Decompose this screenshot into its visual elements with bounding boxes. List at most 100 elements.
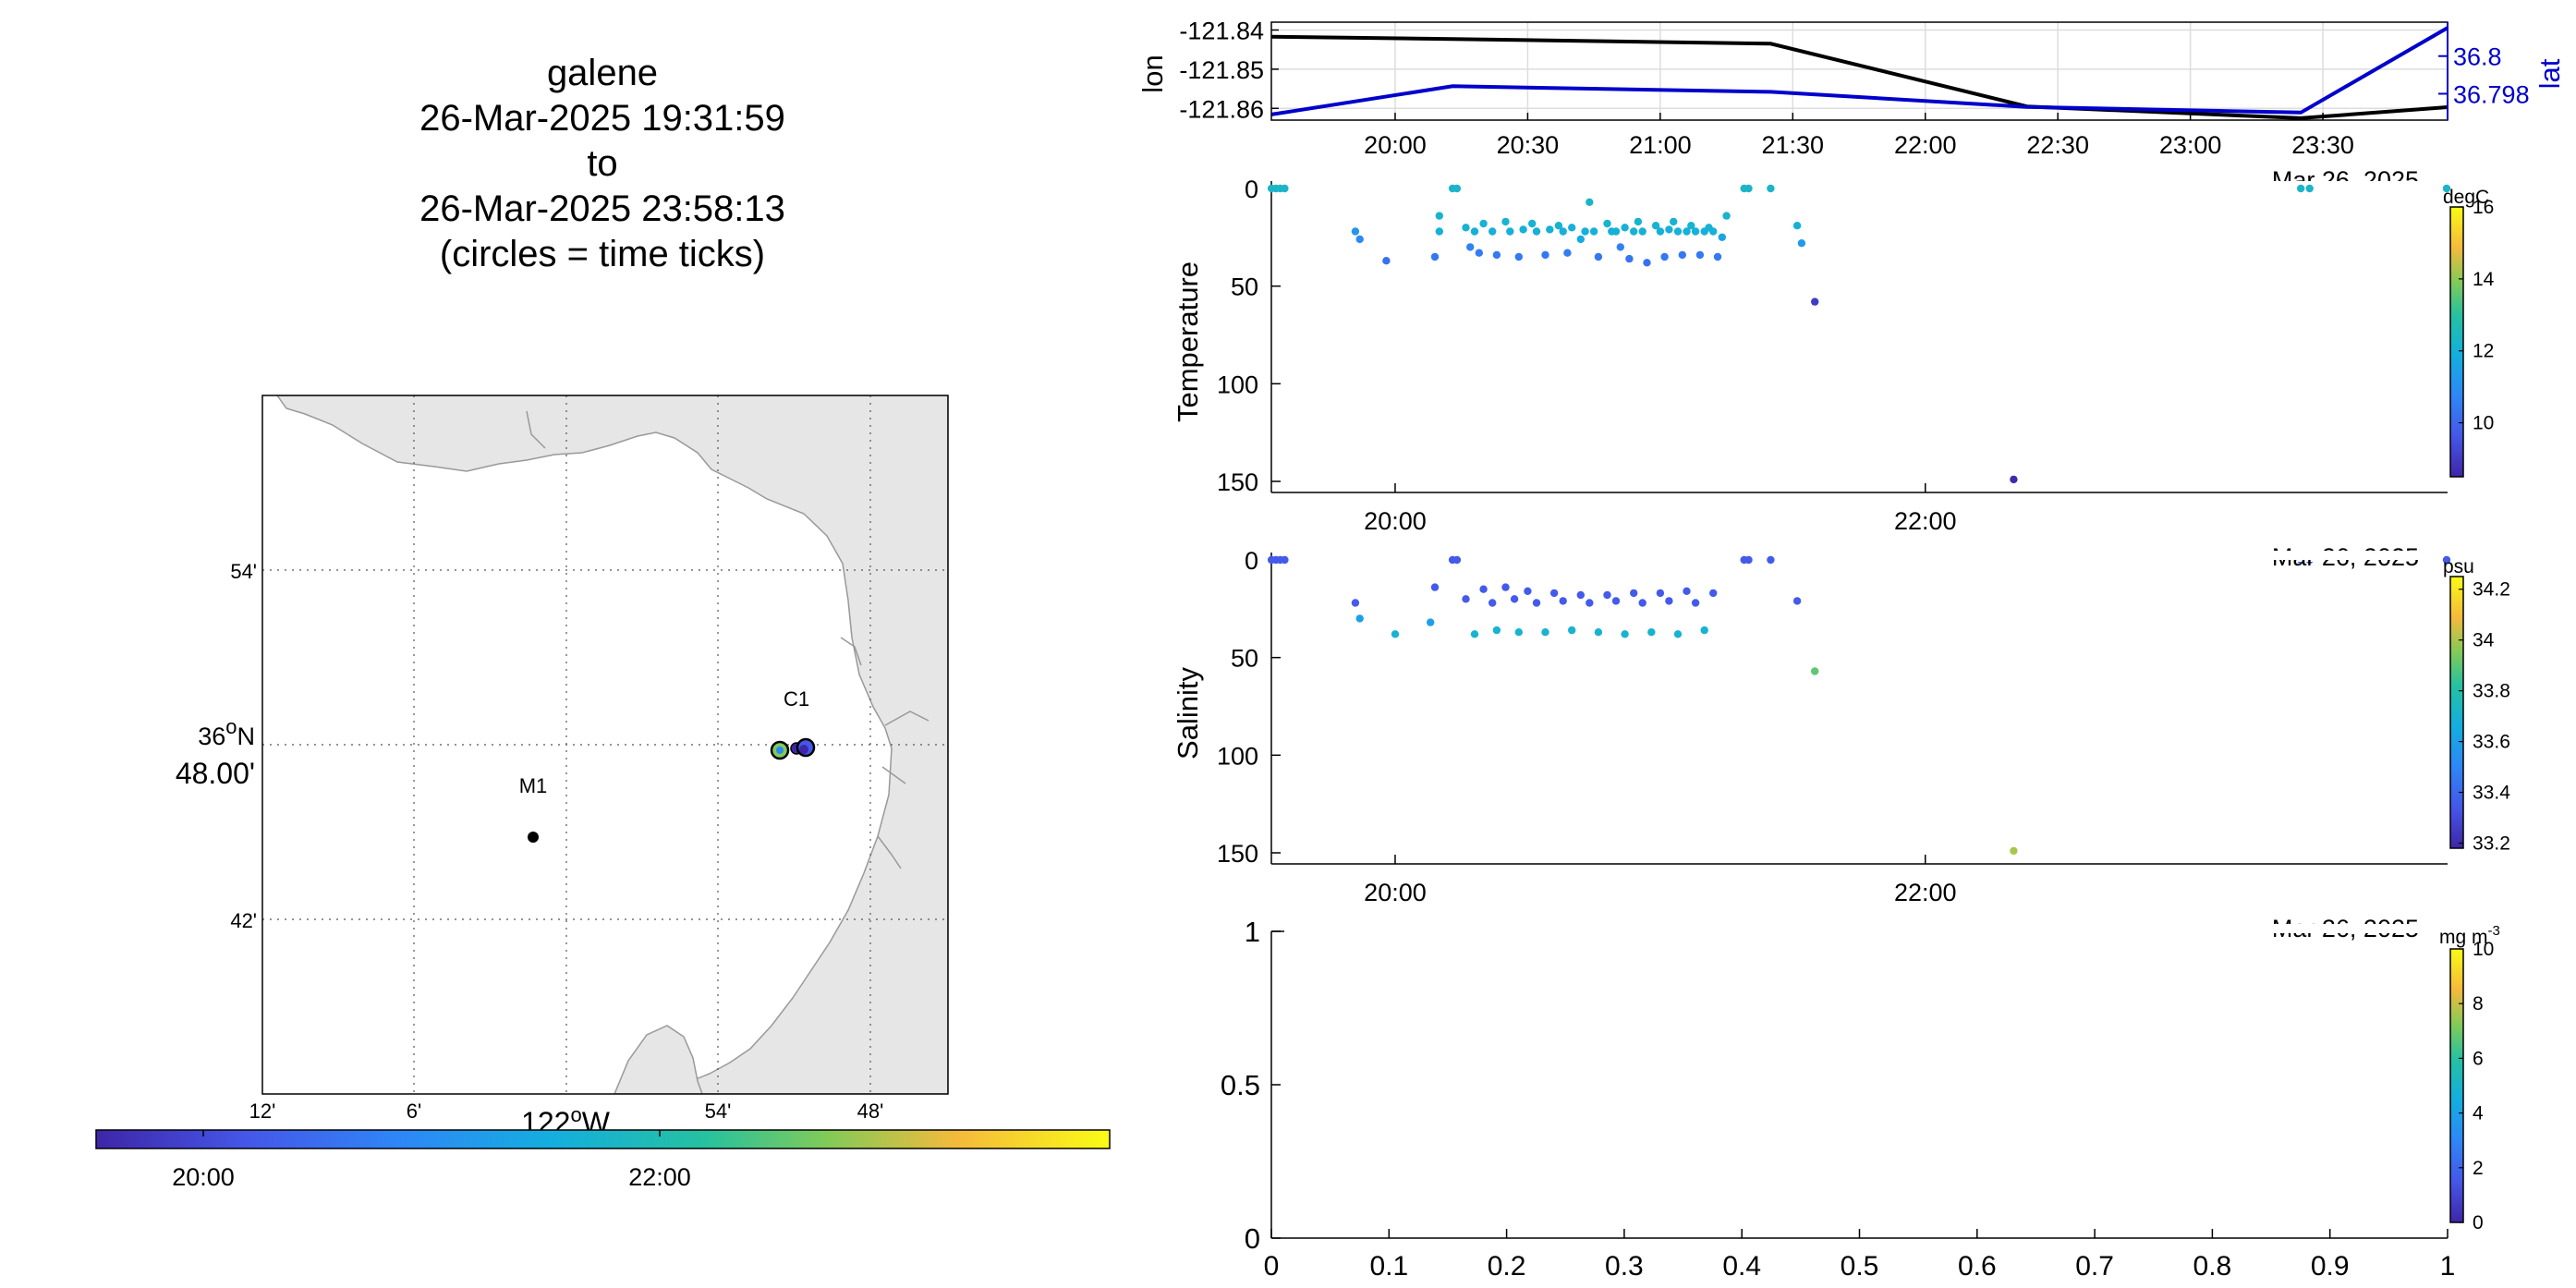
data-point <box>1462 595 1470 603</box>
data-point <box>1603 590 1611 600</box>
data-point <box>1427 618 1435 626</box>
data-point <box>1541 628 1549 637</box>
data-point <box>1656 227 1665 236</box>
data-point <box>1581 227 1589 236</box>
data-point <box>1532 227 1541 236</box>
data-point <box>1709 227 1718 236</box>
chlorophyll-plot: 1 0.5 00 0.1 0.2 0.3 0.4 0.5 0.6 0.7 0.8 0.9 1 <box>1221 916 2455 1282</box>
xtick-label: 0.4 <box>1722 1251 1761 1282</box>
colorbar-tick-label: 33.2 <box>2473 833 2510 855</box>
station-label-m1: M1 <box>519 774 548 797</box>
data-point <box>1568 626 1576 635</box>
data-point <box>1589 227 1598 236</box>
title-line-4: 26-Mar-2025 23:58:13 <box>419 188 785 229</box>
data-point <box>1351 599 1360 607</box>
data-point <box>1621 224 1629 232</box>
data-point <box>1656 589 1665 598</box>
lonlat-series <box>1270 26 2449 120</box>
data-point <box>1647 628 1656 637</box>
data-point <box>1594 628 1603 637</box>
ytick-label: 50 <box>1231 645 1258 673</box>
data-point <box>1767 184 1775 193</box>
data-point <box>1767 555 1775 565</box>
data-point <box>1541 250 1549 260</box>
lonlat-ytick-label: -121.85 <box>1179 56 1264 84</box>
data-point <box>1665 597 1673 605</box>
map-lon-tick-48: 48' <box>857 1100 884 1123</box>
lonlat-y2label: lat <box>2533 58 2566 89</box>
data-point <box>1430 583 1440 591</box>
data-point <box>1586 198 1594 206</box>
colorbar-tick-label: 0 <box>2473 1212 2484 1233</box>
data-point <box>1678 250 1687 260</box>
colorbar-tick-label: 16 <box>2473 197 2494 218</box>
xtick-label: 0.2 <box>1488 1251 1526 1282</box>
xtick-label: 0.5 <box>1841 1251 1879 1282</box>
chlorophyll-panel: 10.500 0.1 0.2 0.3 0.4 0.5 0.6 0.7 0.8 0.9 1 10864… <box>1221 915 2500 1282</box>
data-point <box>1611 597 1621 605</box>
map-lon-tick-54: 54' <box>705 1100 732 1123</box>
lonlat-xtick-label: 20:00 <box>1364 131 1427 159</box>
ytick-label: 1 <box>1245 916 1260 948</box>
xtick-label: 0.3 <box>1605 1251 1644 1282</box>
colorbar-tick-label: 34 <box>2473 630 2495 651</box>
data-point <box>2010 846 2018 856</box>
station-marker-m1 <box>528 832 539 843</box>
colorbar-unit: psu <box>2443 556 2474 577</box>
data-point <box>1709 589 1718 598</box>
lonlat-xtick-label: 22:30 <box>2026 131 2089 159</box>
data-point <box>1691 227 1700 236</box>
data-point <box>1700 626 1708 635</box>
ytick-label: 150 <box>1217 468 1258 496</box>
data-point <box>1811 298 1819 306</box>
colorbar-tick-label: 14 <box>2473 269 2495 290</box>
data-point <box>1660 252 1669 261</box>
lonlat-xtick-label: 21:00 <box>1629 131 1692 159</box>
data-point <box>1488 599 1497 607</box>
data-point <box>1683 227 1691 236</box>
ytick-label: 0.5 <box>1221 1069 1260 1101</box>
data-point <box>1616 243 1625 251</box>
salinity-colorbar: 34.2 34 33.8 33.6 33.4 33.2 psu <box>2443 556 2510 855</box>
xtick-label: 22:00 <box>1894 507 1957 535</box>
title-line-2: 26-Mar-2025 19:31:59 <box>419 98 785 139</box>
data-point <box>1430 252 1440 261</box>
data-point <box>1792 222 1802 230</box>
lonlat-xtick-label: 22:00 <box>1894 131 1957 159</box>
temperature-plot: 0 50 100 150 20:00 22:00 <box>1217 176 2451 535</box>
data-point <box>1492 250 1501 260</box>
time-colorbar-tick-2000: 20:00 <box>172 1163 235 1191</box>
lonlat-panel: 20:00 20:30 21:00 21:30 22:00 22:30 23:00 23:30… <box>1136 17 2566 194</box>
lonlat-xtick-label: 23:00 <box>2159 131 2222 159</box>
data-point <box>1718 233 1727 241</box>
colorbar-tick-label: 12 <box>2473 341 2494 362</box>
data-point <box>1532 599 1541 607</box>
data-point <box>1435 212 1444 220</box>
xtick-label: 0.6 <box>1958 1251 1997 1282</box>
data-point <box>1651 222 1660 230</box>
data-point <box>1479 219 1488 228</box>
colorbar-tick-label: 10 <box>2473 413 2494 434</box>
lonlat-xtick-label: 21:30 <box>1762 131 1825 159</box>
data-point <box>1514 628 1524 637</box>
xtick-label: 22:00 <box>1894 879 1957 906</box>
colorbar-tick-label: 8 <box>2473 993 2484 1015</box>
colorbar-tick-label: 10 <box>2473 939 2494 960</box>
data-point <box>1630 227 1638 236</box>
land-north <box>276 395 948 1094</box>
colorbar-bar <box>2449 206 2464 478</box>
data-point <box>1546 225 1554 234</box>
data-point <box>1638 227 1646 236</box>
colorbar-bar <box>2449 576 2464 849</box>
data-point <box>1744 184 1753 193</box>
data-point <box>1673 227 1683 236</box>
xtick-label: 20:00 <box>1364 507 1427 535</box>
data-point <box>1351 227 1360 236</box>
lonlat-ytick-label: -121.86 <box>1179 95 1264 123</box>
data-point <box>1792 597 1802 605</box>
data-point <box>1382 257 1391 265</box>
data-point <box>1528 219 1537 228</box>
data-point <box>1466 243 1475 251</box>
time-colorbar-bar <box>95 1129 1111 1149</box>
